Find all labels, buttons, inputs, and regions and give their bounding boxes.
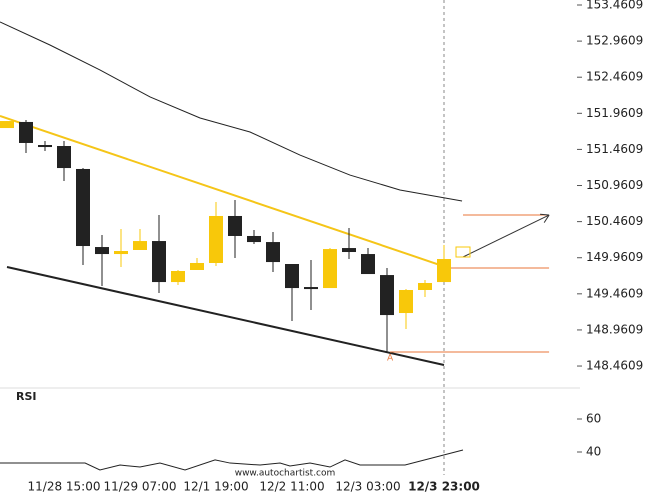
x-tick-label: 12/3 23:00	[408, 480, 480, 494]
candle-body	[304, 287, 318, 290]
candle-body	[418, 282, 432, 290]
candle-body	[38, 145, 52, 148]
trend-line	[0, 115, 441, 266]
candle-body	[437, 259, 451, 283]
rsi-tick-label: 40	[586, 445, 601, 459]
forecast-box	[455, 246, 471, 258]
candle-body	[399, 289, 413, 314]
rsi-label: RSI	[16, 390, 37, 403]
candle-body	[95, 247, 109, 255]
x-tick-label: 11/28 15:00	[28, 480, 101, 494]
candle-body	[152, 241, 166, 283]
candle-body	[228, 215, 242, 236]
y-tick-label: 148.4609	[586, 359, 643, 373]
candle-body	[190, 262, 204, 270]
candle-body	[380, 275, 394, 316]
y-tick-label: 150.4609	[586, 214, 643, 228]
watermark: www.autochartist.com	[235, 469, 336, 479]
x-tick-label: 12/2 11:00	[259, 480, 324, 494]
candle-body	[57, 146, 71, 169]
candle-body	[323, 249, 337, 289]
candle-body	[171, 271, 185, 283]
y-tick-label: 148.9609	[586, 322, 643, 336]
y-tick-label: 150.9609	[586, 178, 643, 192]
y-tick-label: 151.4609	[586, 142, 643, 156]
trend-line	[6, 266, 445, 366]
candle-body	[114, 251, 128, 255]
y-tick-label: 153.4609	[586, 0, 643, 12]
candle-body	[361, 254, 375, 275]
candle-body	[133, 241, 147, 250]
y-tick-label: 152.9609	[586, 34, 643, 48]
x-tick-label: 12/1 19:00	[183, 480, 248, 494]
candle-body	[209, 215, 223, 263]
x-tick-label: 11/29 07:00	[104, 480, 177, 494]
candle-body	[247, 235, 261, 243]
candle-body	[285, 264, 299, 289]
x-tick-label: 12/3 03:00	[335, 480, 400, 494]
moving-average	[0, 21, 463, 202]
y-tick-label: 152.4609	[586, 70, 643, 84]
annotation: A	[387, 353, 394, 363]
y-tick-label: 149.9609	[586, 250, 643, 264]
candle-body	[266, 242, 280, 263]
rsi-tick-label: 60	[586, 412, 601, 426]
y-tick-label: 149.4609	[586, 286, 643, 300]
candle-body	[19, 121, 33, 143]
arrow-head	[540, 213, 550, 223]
candle-body	[342, 248, 356, 253]
y-tick-label: 151.9609	[586, 106, 643, 120]
candle-body	[76, 168, 90, 247]
forecast-arrow	[462, 214, 550, 258]
candle-body	[0, 121, 14, 129]
rsi-line	[0, 449, 464, 471]
